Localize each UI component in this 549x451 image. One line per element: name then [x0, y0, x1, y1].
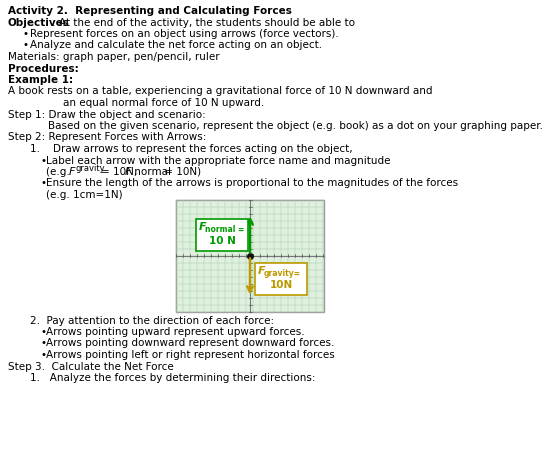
Text: Step 2: Represent Forces with Arrows:: Step 2: Represent Forces with Arrows:	[8, 133, 206, 143]
Text: an equal normal force of 10 N upward.: an equal normal force of 10 N upward.	[63, 98, 264, 108]
Text: Step 3.  Calculate the Net Force: Step 3. Calculate the Net Force	[8, 362, 173, 372]
Text: Represent forces on an object using arrows (force vectors).: Represent forces on an object using arro…	[30, 29, 339, 39]
Text: Ensure the length of the arrows is proportional to the magnitudes of the forces: Ensure the length of the arrows is propo…	[46, 179, 458, 189]
Text: (e.g.: (e.g.	[46, 167, 73, 177]
Text: Example 1:: Example 1:	[8, 75, 73, 85]
Text: Label each arrow with the appropriate force name and magnitude: Label each arrow with the appropriate fo…	[46, 156, 390, 166]
Text: Objectives: Objectives	[8, 18, 70, 28]
Text: 1.   Analyze the forces by determining their directions:: 1. Analyze the forces by determining the…	[30, 373, 316, 383]
Text: normal: normal	[131, 167, 171, 177]
Text: •: •	[22, 41, 28, 51]
Text: Step 1: Draw the object and scenario:: Step 1: Draw the object and scenario:	[8, 110, 206, 120]
Text: •: •	[40, 327, 46, 337]
Text: F: F	[199, 222, 206, 233]
Text: •: •	[40, 179, 46, 189]
Text: •: •	[40, 339, 46, 349]
Text: Arrows pointing left or right represent horizontal forces: Arrows pointing left or right represent …	[46, 350, 335, 360]
Text: = 10N,: = 10N,	[101, 167, 141, 177]
Text: F: F	[69, 167, 75, 177]
Bar	[176, 199, 324, 312]
Text: Arrows pointing upward represent upward forces.: Arrows pointing upward represent upward …	[46, 327, 305, 337]
Text: 10N: 10N	[270, 281, 293, 290]
Text: 1.    Draw arrows to represent the forces acting on the object,: 1. Draw arrows to represent the forces a…	[30, 144, 352, 154]
Text: normal =: normal =	[205, 226, 244, 235]
Text: = 10N): = 10N)	[161, 167, 201, 177]
Text: gravity: gravity	[75, 164, 105, 173]
Text: Based on the given scenario, represent the object (e.g. book) as a dot on your g: Based on the given scenario, represent t…	[48, 121, 543, 131]
Text: (e.g. 1cm=1N): (e.g. 1cm=1N)	[46, 190, 122, 200]
Text: : At the end of the activity, the students should be able to: : At the end of the activity, the studen…	[52, 18, 355, 28]
Text: •: •	[40, 350, 46, 360]
Bar	[196, 218, 248, 250]
Text: Materials: graph paper, pen/pencil, ruler: Materials: graph paper, pen/pencil, rule…	[8, 52, 220, 62]
Text: Procedures:: Procedures:	[8, 64, 79, 74]
Text: •: •	[40, 156, 46, 166]
Text: gravity=: gravity=	[264, 270, 301, 279]
Text: A book rests on a table, experiencing a gravitational force of 10 N downward and: A book rests on a table, experiencing a …	[8, 87, 433, 97]
Text: F: F	[125, 167, 131, 177]
Text: Arrows pointing downward represent downward forces.: Arrows pointing downward represent downw…	[46, 339, 334, 349]
Text: 10 N: 10 N	[209, 236, 236, 247]
Text: Analyze and calculate the net force acting on an object.: Analyze and calculate the net force acti…	[30, 41, 322, 51]
Text: Activity 2.  Representing and Calculating Forces: Activity 2. Representing and Calculating…	[8, 6, 292, 16]
Bar	[255, 262, 307, 295]
Text: •: •	[22, 29, 28, 39]
Text: 2.  Pay attention to the direction of each force:: 2. Pay attention to the direction of eac…	[30, 316, 274, 326]
Text: F: F	[258, 267, 266, 276]
